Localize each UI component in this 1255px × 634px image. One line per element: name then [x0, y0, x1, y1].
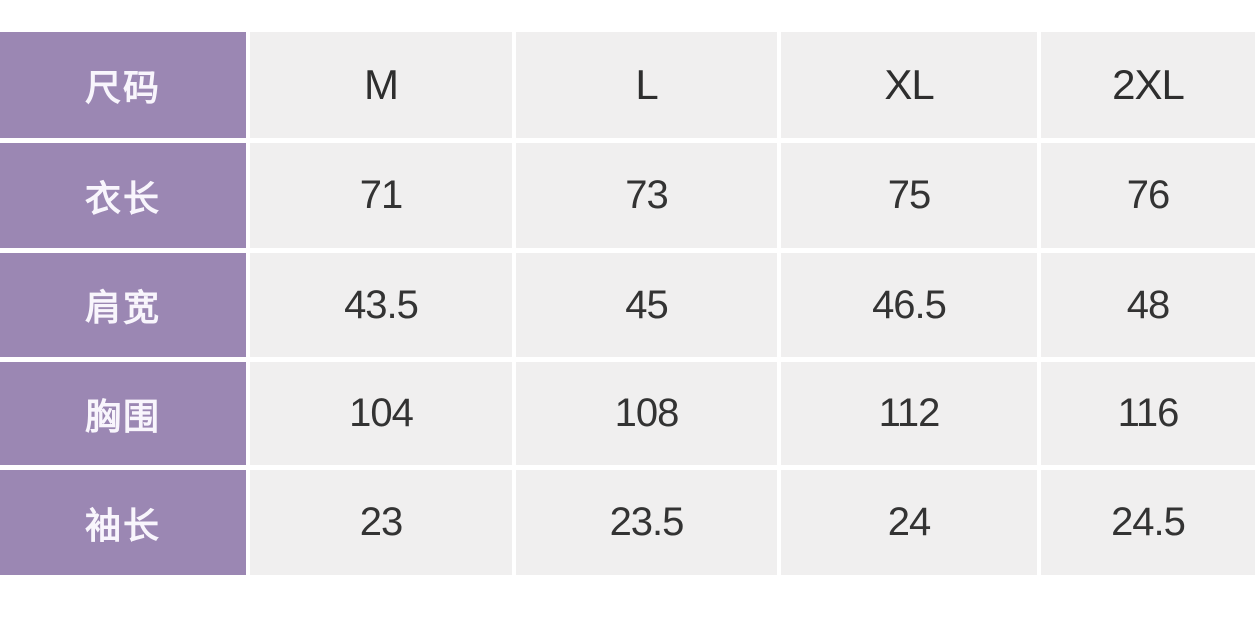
cell-shoulder-width-2xl: 48: [1041, 253, 1255, 357]
row-label-shoulder-width: 肩宽: [0, 253, 246, 357]
cell-garment-length-l: 73: [516, 143, 777, 248]
cell-sleeve-length-xl: 24: [781, 470, 1037, 575]
cell-chest-l: 108: [516, 362, 777, 465]
row-label-sleeve-length: 袖长: [0, 470, 246, 575]
row-label-chest: 胸围: [0, 362, 246, 465]
cell-sleeve-length-2xl: 24.5: [1041, 470, 1255, 575]
cell-sleeve-length-m: 23: [250, 470, 512, 575]
cell-chest-m: 104: [250, 362, 512, 465]
cell-sleeve-length-l: 23.5: [516, 470, 777, 575]
cell-chest-xl: 112: [781, 362, 1037, 465]
size-table: 尺码 M L XL 2XL 衣长 71 73 75 76 肩宽 43.5 45 …: [0, 32, 1255, 575]
cell-shoulder-width-m: 43.5: [250, 253, 512, 357]
column-header-2xl: 2XL: [1041, 32, 1255, 138]
cell-shoulder-width-l: 45: [516, 253, 777, 357]
row-label-garment-length: 衣长: [0, 143, 246, 248]
column-header-l: L: [516, 32, 777, 138]
cell-garment-length-xl: 75: [781, 143, 1037, 248]
cell-shoulder-width-xl: 46.5: [781, 253, 1037, 357]
column-header-m: M: [250, 32, 512, 138]
cell-garment-length-m: 71: [250, 143, 512, 248]
column-header-xl: XL: [781, 32, 1037, 138]
header-corner-cell-size: 尺码: [0, 32, 246, 138]
cell-chest-2xl: 116: [1041, 362, 1255, 465]
cell-garment-length-2xl: 76: [1041, 143, 1255, 248]
